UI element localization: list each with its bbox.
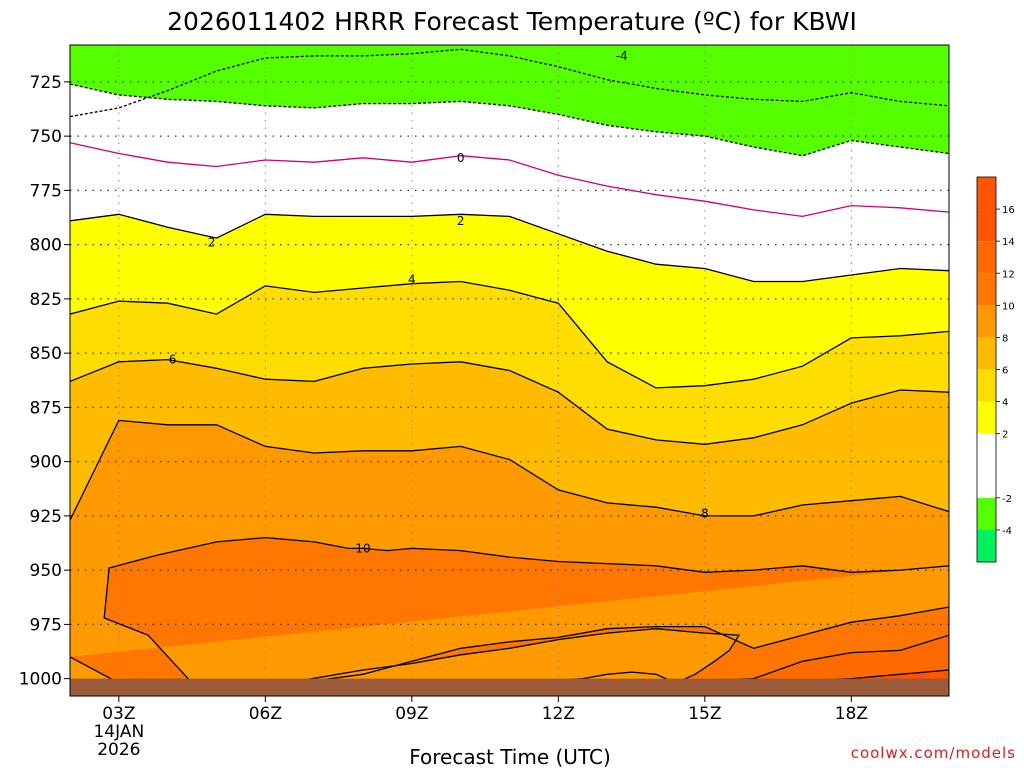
y-tick-label: 875	[30, 398, 62, 418]
colorbar: 16 14 12 10 8 6 4 2 -2 -4	[976, 176, 1015, 563]
contour-label: 0	[457, 151, 465, 165]
x-tick-label: 18Z	[835, 704, 868, 724]
contour-label: 8	[701, 507, 709, 521]
x-tick-label: 15Z	[688, 704, 721, 724]
colorbar-tick-label: 2	[1002, 430, 1008, 441]
colorbar-segment	[977, 497, 996, 530]
y-tick-label: 775	[30, 181, 62, 201]
colorbar-segment	[977, 305, 996, 338]
colorbar-segment	[977, 337, 996, 370]
contour-line-minus2	[70, 83, 949, 157]
colorbar-tick-label: 16	[1002, 205, 1015, 216]
contour-label: 2	[457, 214, 465, 228]
colorbar-segment	[977, 401, 996, 434]
contour-lines	[70, 48, 949, 684]
colorbar-segment	[977, 433, 996, 498]
y-tick-label: 950	[30, 561, 62, 581]
x-axis-label: Forecast Time (UTC)	[409, 745, 611, 768]
x-tick-label: 03Z	[102, 704, 135, 724]
contour-label: -4	[616, 49, 628, 63]
contour-line-12	[548, 671, 671, 682]
band-fill	[704, 635, 949, 683]
contour-line-6	[70, 358, 949, 445]
y-tick-label: 925	[30, 507, 62, 527]
x-tick-label: 06Z	[249, 704, 282, 724]
x-tick-year-label: 2026	[97, 740, 140, 760]
x-tick-label: 09Z	[395, 704, 428, 724]
y-tick-label: 800	[30, 236, 62, 256]
contour-label: 10	[355, 541, 370, 555]
colorbar-tick-label: 14	[1002, 237, 1015, 248]
colorbar-tick-label: 10	[1002, 301, 1015, 312]
y-axis-ticks: 725 750 775 800 825 850 875 900 925 950 975 1000	[19, 73, 70, 690]
contour-line-12	[299, 628, 741, 682]
x-tick-date-label: 14JAN	[93, 722, 144, 742]
contour-label: 6	[169, 353, 177, 367]
y-tick-label: 825	[30, 290, 62, 310]
credit-text: coolwx.com/models	[851, 744, 1016, 762]
colorbar-tick-label: -2	[1002, 494, 1012, 505]
colorbar-segment	[977, 209, 996, 242]
colorbar-tick-label: -4	[1002, 526, 1012, 537]
y-tick-label: 975	[30, 615, 62, 635]
ground-below-surface	[70, 678, 949, 696]
y-tick-label: 750	[30, 127, 62, 147]
plot-frame	[69, 44, 950, 697]
colorbar-segment	[977, 273, 996, 306]
contour-label: 2	[208, 235, 216, 249]
band-fill	[548, 672, 671, 681]
colorbar-tick-label: 8	[1002, 333, 1008, 344]
contour-line-minus4	[70, 48, 949, 118]
colorbar-tick-label: 6	[1002, 366, 1008, 377]
colorbar-segment	[977, 369, 996, 402]
band-fill	[299, 628, 739, 681]
contour-line-2	[70, 213, 949, 283]
colorbar-segment	[977, 177, 996, 210]
contour-label: 4	[408, 272, 416, 286]
x-tick-label: 12Z	[542, 704, 575, 724]
colorbar-segment	[977, 241, 996, 274]
contour-line-10	[70, 536, 949, 684]
temperature-bands	[70, 45, 949, 696]
band-fill	[70, 45, 949, 156]
contour-labels: -4 0 2 2 4 6 8 10	[169, 49, 709, 556]
chart-title: 2026011402 HRRR Forecast Temperature (ºC…	[167, 7, 857, 36]
contour-line-4	[70, 280, 949, 389]
colorbar-tick-label: 4	[1002, 398, 1008, 409]
y-tick-label: 900	[30, 453, 62, 473]
y-tick-label: 1000	[19, 670, 62, 690]
colorbar-segment	[977, 529, 996, 562]
y-tick-label: 725	[30, 73, 62, 93]
contour-line-8	[70, 419, 949, 521]
y-tick-label: 850	[30, 344, 62, 364]
colorbar-tick-label: 12	[1002, 269, 1015, 280]
contour-line-0	[70, 142, 949, 218]
